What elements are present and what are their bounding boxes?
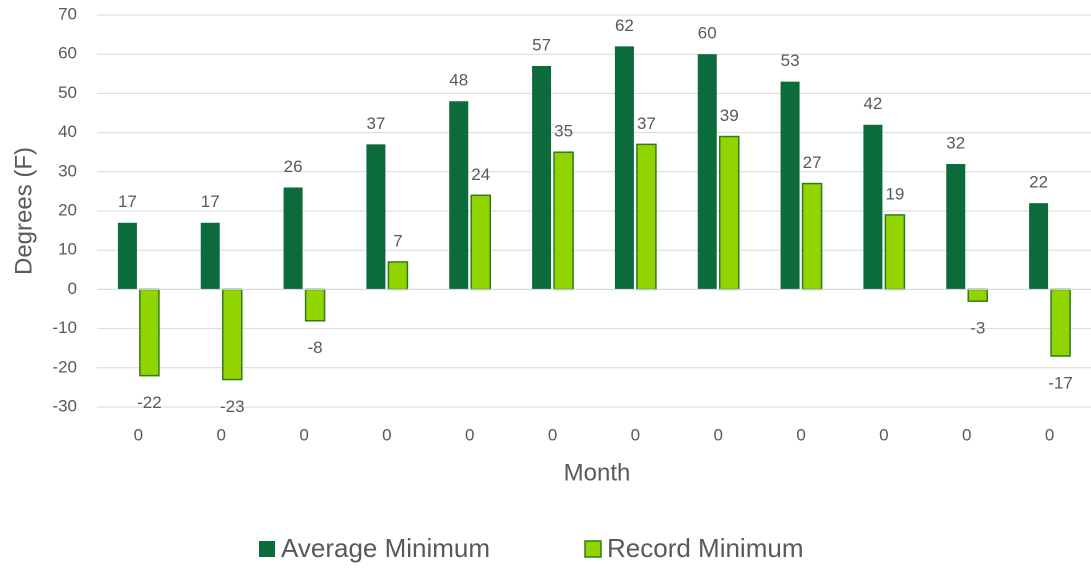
bar: [780, 81, 800, 290]
data-label: 27: [803, 153, 822, 172]
legend-label: Record Minimum: [607, 533, 804, 563]
y-axis-label: Degrees (F): [10, 147, 37, 275]
data-label: 26: [284, 157, 303, 176]
data-label: 17: [118, 192, 137, 211]
x-tick-label: 0: [1045, 425, 1054, 444]
bar: [304, 288, 326, 322]
bar: [532, 65, 552, 290]
bar: [697, 54, 717, 290]
y-tick-label: 40: [58, 122, 77, 141]
data-label: -3: [970, 319, 985, 338]
y-tick-label: -30: [52, 396, 77, 415]
y-tick-label: 60: [58, 44, 77, 63]
data-label: -23: [220, 397, 245, 416]
bar: [200, 222, 220, 290]
data-label: -17: [1048, 374, 1073, 393]
x-tick-label: 0: [465, 425, 474, 444]
bar: [222, 288, 243, 381]
y-tick-label: 30: [58, 161, 77, 180]
x-tick-label: 0: [631, 425, 640, 444]
data-label: 62: [615, 16, 634, 35]
data-label: 17: [201, 192, 220, 211]
x-tick-label: 0: [299, 425, 308, 444]
data-label: 7: [393, 231, 402, 250]
legend-swatch: [584, 540, 602, 558]
x-tick-label: 0: [879, 425, 888, 444]
data-label: -8: [308, 338, 323, 357]
data-label: 37: [637, 114, 656, 133]
bar: [117, 222, 137, 290]
bar: [636, 143, 657, 291]
data-label: 24: [471, 165, 490, 184]
y-tick-label: -10: [52, 318, 77, 337]
y-tick-label: 0: [68, 279, 77, 298]
bar: [139, 288, 160, 377]
bar: [470, 194, 491, 291]
data-label: 35: [554, 122, 573, 141]
x-tick-label: 0: [714, 425, 723, 444]
data-label: 53: [781, 51, 800, 70]
bar: [449, 101, 469, 290]
data-label: 42: [863, 94, 882, 113]
bar: [967, 288, 988, 302]
bar: [1050, 288, 1071, 357]
data-label: 48: [449, 71, 468, 90]
data-label: -22: [137, 393, 162, 412]
data-label: 37: [366, 114, 385, 133]
legend-swatch: [259, 541, 275, 557]
bar: [283, 187, 303, 290]
y-tick-label: 70: [58, 4, 77, 23]
bar: [1029, 203, 1049, 290]
data-label: 57: [532, 35, 551, 54]
y-tick-label: -20: [52, 357, 77, 376]
bar: [614, 46, 634, 290]
bar: [946, 163, 966, 290]
data-label: 39: [720, 106, 739, 125]
x-tick-label: 0: [134, 425, 143, 444]
data-label: 60: [698, 24, 717, 43]
data-label: 19: [885, 184, 904, 203]
x-tick-label: 0: [217, 425, 226, 444]
y-tick-label: 10: [58, 240, 77, 259]
x-axis-label: Month: [564, 459, 631, 486]
y-tick-label: 50: [58, 83, 77, 102]
bar: [366, 144, 386, 290]
x-tick-label: 0: [548, 425, 557, 444]
bar: [801, 182, 823, 291]
bar: [884, 214, 906, 291]
bar: [387, 261, 409, 291]
data-label: 22: [1029, 173, 1048, 192]
legend-label: Average Minimum: [281, 533, 490, 563]
y-tick-label: 20: [58, 200, 77, 219]
bar: [553, 151, 574, 291]
bar: [863, 124, 883, 290]
x-tick-label: 0: [796, 425, 805, 444]
x-tick-label: 0: [962, 425, 971, 444]
data-label: 32: [946, 133, 965, 152]
x-tick-label: 0: [382, 425, 391, 444]
bar: [719, 135, 740, 291]
